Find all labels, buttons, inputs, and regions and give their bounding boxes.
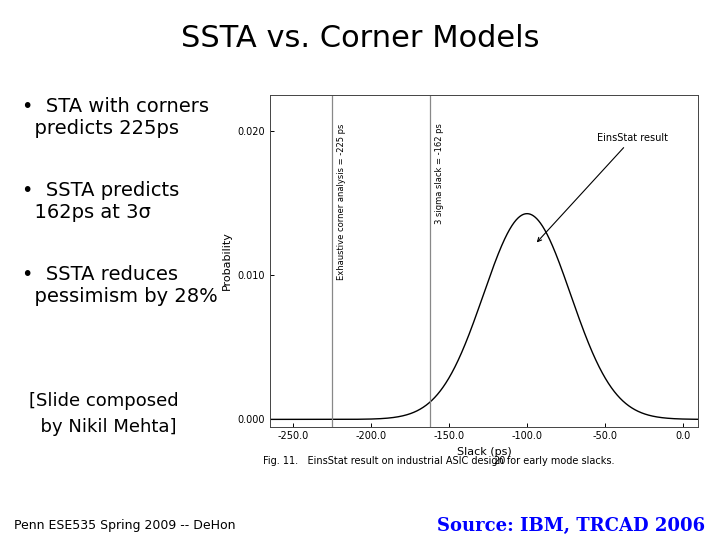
Text: EinsStat result: EinsStat result <box>538 133 668 241</box>
Text: •  STA with corners
  predicts 225ps: • STA with corners predicts 225ps <box>22 97 209 138</box>
Y-axis label: Probability: Probability <box>222 231 232 290</box>
Text: [Slide composed: [Slide composed <box>29 392 179 409</box>
Text: 20: 20 <box>493 456 505 467</box>
Text: Penn ESE535 Spring 2009 -- DeHon: Penn ESE535 Spring 2009 -- DeHon <box>14 519 236 532</box>
X-axis label: Slack (ps): Slack (ps) <box>456 447 512 457</box>
Text: •  SSTA predicts
  162ps at 3σ: • SSTA predicts 162ps at 3σ <box>22 181 179 222</box>
Text: •  SSTA reduces
  pessimism by 28%: • SSTA reduces pessimism by 28% <box>22 265 217 306</box>
Text: Source: IBM, TRCAD 2006: Source: IBM, TRCAD 2006 <box>438 517 706 535</box>
Text: by Nikil Mehta]: by Nikil Mehta] <box>29 418 176 436</box>
Text: Fig. 11.   EinsStat result on industrial ASIC design for early mode slacks.: Fig. 11. EinsStat result on industrial A… <box>263 456 614 467</box>
Text: SSTA vs. Corner Models: SSTA vs. Corner Models <box>181 24 539 53</box>
Text: Exhaustive corner analysis = -225 ps: Exhaustive corner analysis = -225 ps <box>337 123 346 280</box>
Text: 3 sigma slack = -162 ps: 3 sigma slack = -162 ps <box>435 123 444 224</box>
